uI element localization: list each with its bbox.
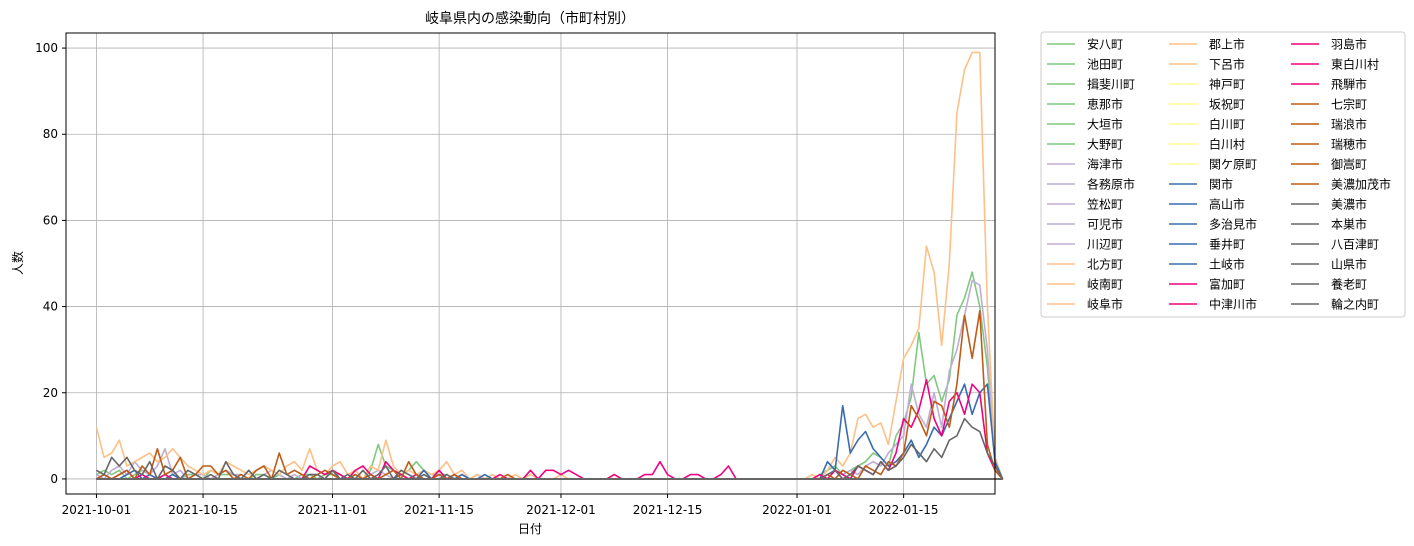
legend-label: 下呂市 xyxy=(1209,57,1245,72)
x-tick-label: 2021-12-15 xyxy=(633,503,703,517)
legend-label: 関市 xyxy=(1209,177,1233,192)
y-axis-label: 人数 xyxy=(10,251,25,275)
y-tick-label: 40 xyxy=(43,300,58,314)
legend: 安八町池田町揖斐川町恵那市大垣市大野町海津市各務原市笠松町可児市川辺町北方町岐南… xyxy=(1040,31,1406,318)
y-tick-label: 0 xyxy=(50,472,58,486)
x-tick-label: 2021-11-15 xyxy=(404,503,474,517)
legend-label: 安八町 xyxy=(1087,37,1123,52)
legend-label: 垂井町 xyxy=(1209,238,1245,252)
x-tick-label: 2022-01-01 xyxy=(762,503,832,517)
legend-label: 揖斐川町 xyxy=(1087,78,1135,92)
legend-label: 海津市 xyxy=(1087,157,1123,172)
legend-label: 郡上市 xyxy=(1209,37,1245,52)
legend-label: 多治見市 xyxy=(1209,217,1257,232)
legend-label: 白川村 xyxy=(1209,137,1245,152)
legend-label: 恵那市 xyxy=(1087,97,1123,112)
legend-label: 関ケ原町 xyxy=(1209,158,1257,172)
legend-label: 白川町 xyxy=(1209,117,1245,132)
x-tick-label: 2021-10-15 xyxy=(168,503,238,517)
y-tick-label: 80 xyxy=(43,127,58,141)
x-tick-label: 2022-01-15 xyxy=(869,503,939,517)
x-axis-label: 日付 xyxy=(518,522,542,536)
legend-label: 高山市 xyxy=(1209,197,1245,212)
legend-label: 輪之内町 xyxy=(1331,297,1379,312)
legend-label: 岐阜市 xyxy=(1087,297,1123,312)
y-tick-label: 20 xyxy=(43,386,58,400)
legend-label: 羽島市 xyxy=(1331,37,1367,52)
legend-label: 八百津町 xyxy=(1331,238,1379,252)
legend-label: 笠松町 xyxy=(1087,197,1123,212)
legend-label: 御嵩町 xyxy=(1331,157,1367,172)
series-line xyxy=(96,417,1004,480)
plot-frame xyxy=(65,32,996,495)
legend-label: 本巣市 xyxy=(1331,217,1367,232)
legend-label: 富加町 xyxy=(1209,277,1245,292)
legend-label: 土岐市 xyxy=(1209,257,1245,272)
legend-label: 飛騨市 xyxy=(1331,77,1367,92)
legend-label: 東白川村 xyxy=(1331,57,1379,72)
legend-label: 山県市 xyxy=(1331,257,1367,272)
series-lines xyxy=(95,51,1004,480)
legend-label: 池田町 xyxy=(1087,58,1123,72)
legend-label: 神戸町 xyxy=(1209,78,1245,92)
legend-label: 岐南町 xyxy=(1087,277,1123,292)
legend-frame xyxy=(1040,31,1406,318)
legend-label: 瑞浪市 xyxy=(1331,117,1367,132)
x-tick-label: 2021-10-01 xyxy=(62,503,132,517)
legend-label: 坂祝町 xyxy=(1209,98,1245,112)
x-tick-label: 2021-11-01 xyxy=(298,503,368,517)
legend-label: 北方町 xyxy=(1087,257,1123,272)
chart-title: 岐阜県内の感染動向（市町村別） xyxy=(425,10,635,27)
legend-label: 美濃加茂市 xyxy=(1331,177,1391,192)
legend-label: 可児市 xyxy=(1087,217,1123,232)
legend-label: 養老町 xyxy=(1331,277,1367,292)
legend-label: 各務原市 xyxy=(1087,177,1135,192)
legend-label: 大野町 xyxy=(1087,138,1123,152)
legend-label: 瑞穂市 xyxy=(1331,137,1367,152)
legend-label: 美濃市 xyxy=(1331,197,1367,212)
y-axis: 0 20 40 60 80 100 xyxy=(35,41,66,486)
legend-label: 七宗町 xyxy=(1331,97,1367,112)
legend-label: 中津川市 xyxy=(1209,297,1257,312)
y-tick-label: 100 xyxy=(35,41,58,55)
legend-label: 川辺町 xyxy=(1087,238,1123,252)
legend-label: 大垣市 xyxy=(1087,117,1123,132)
x-tick-label: 2021-12-01 xyxy=(526,503,596,517)
x-axis: 2021-10-01 2021-10-15 2021-11-01 2021-11-15… xyxy=(62,494,939,517)
y-tick-label: 60 xyxy=(43,213,58,227)
